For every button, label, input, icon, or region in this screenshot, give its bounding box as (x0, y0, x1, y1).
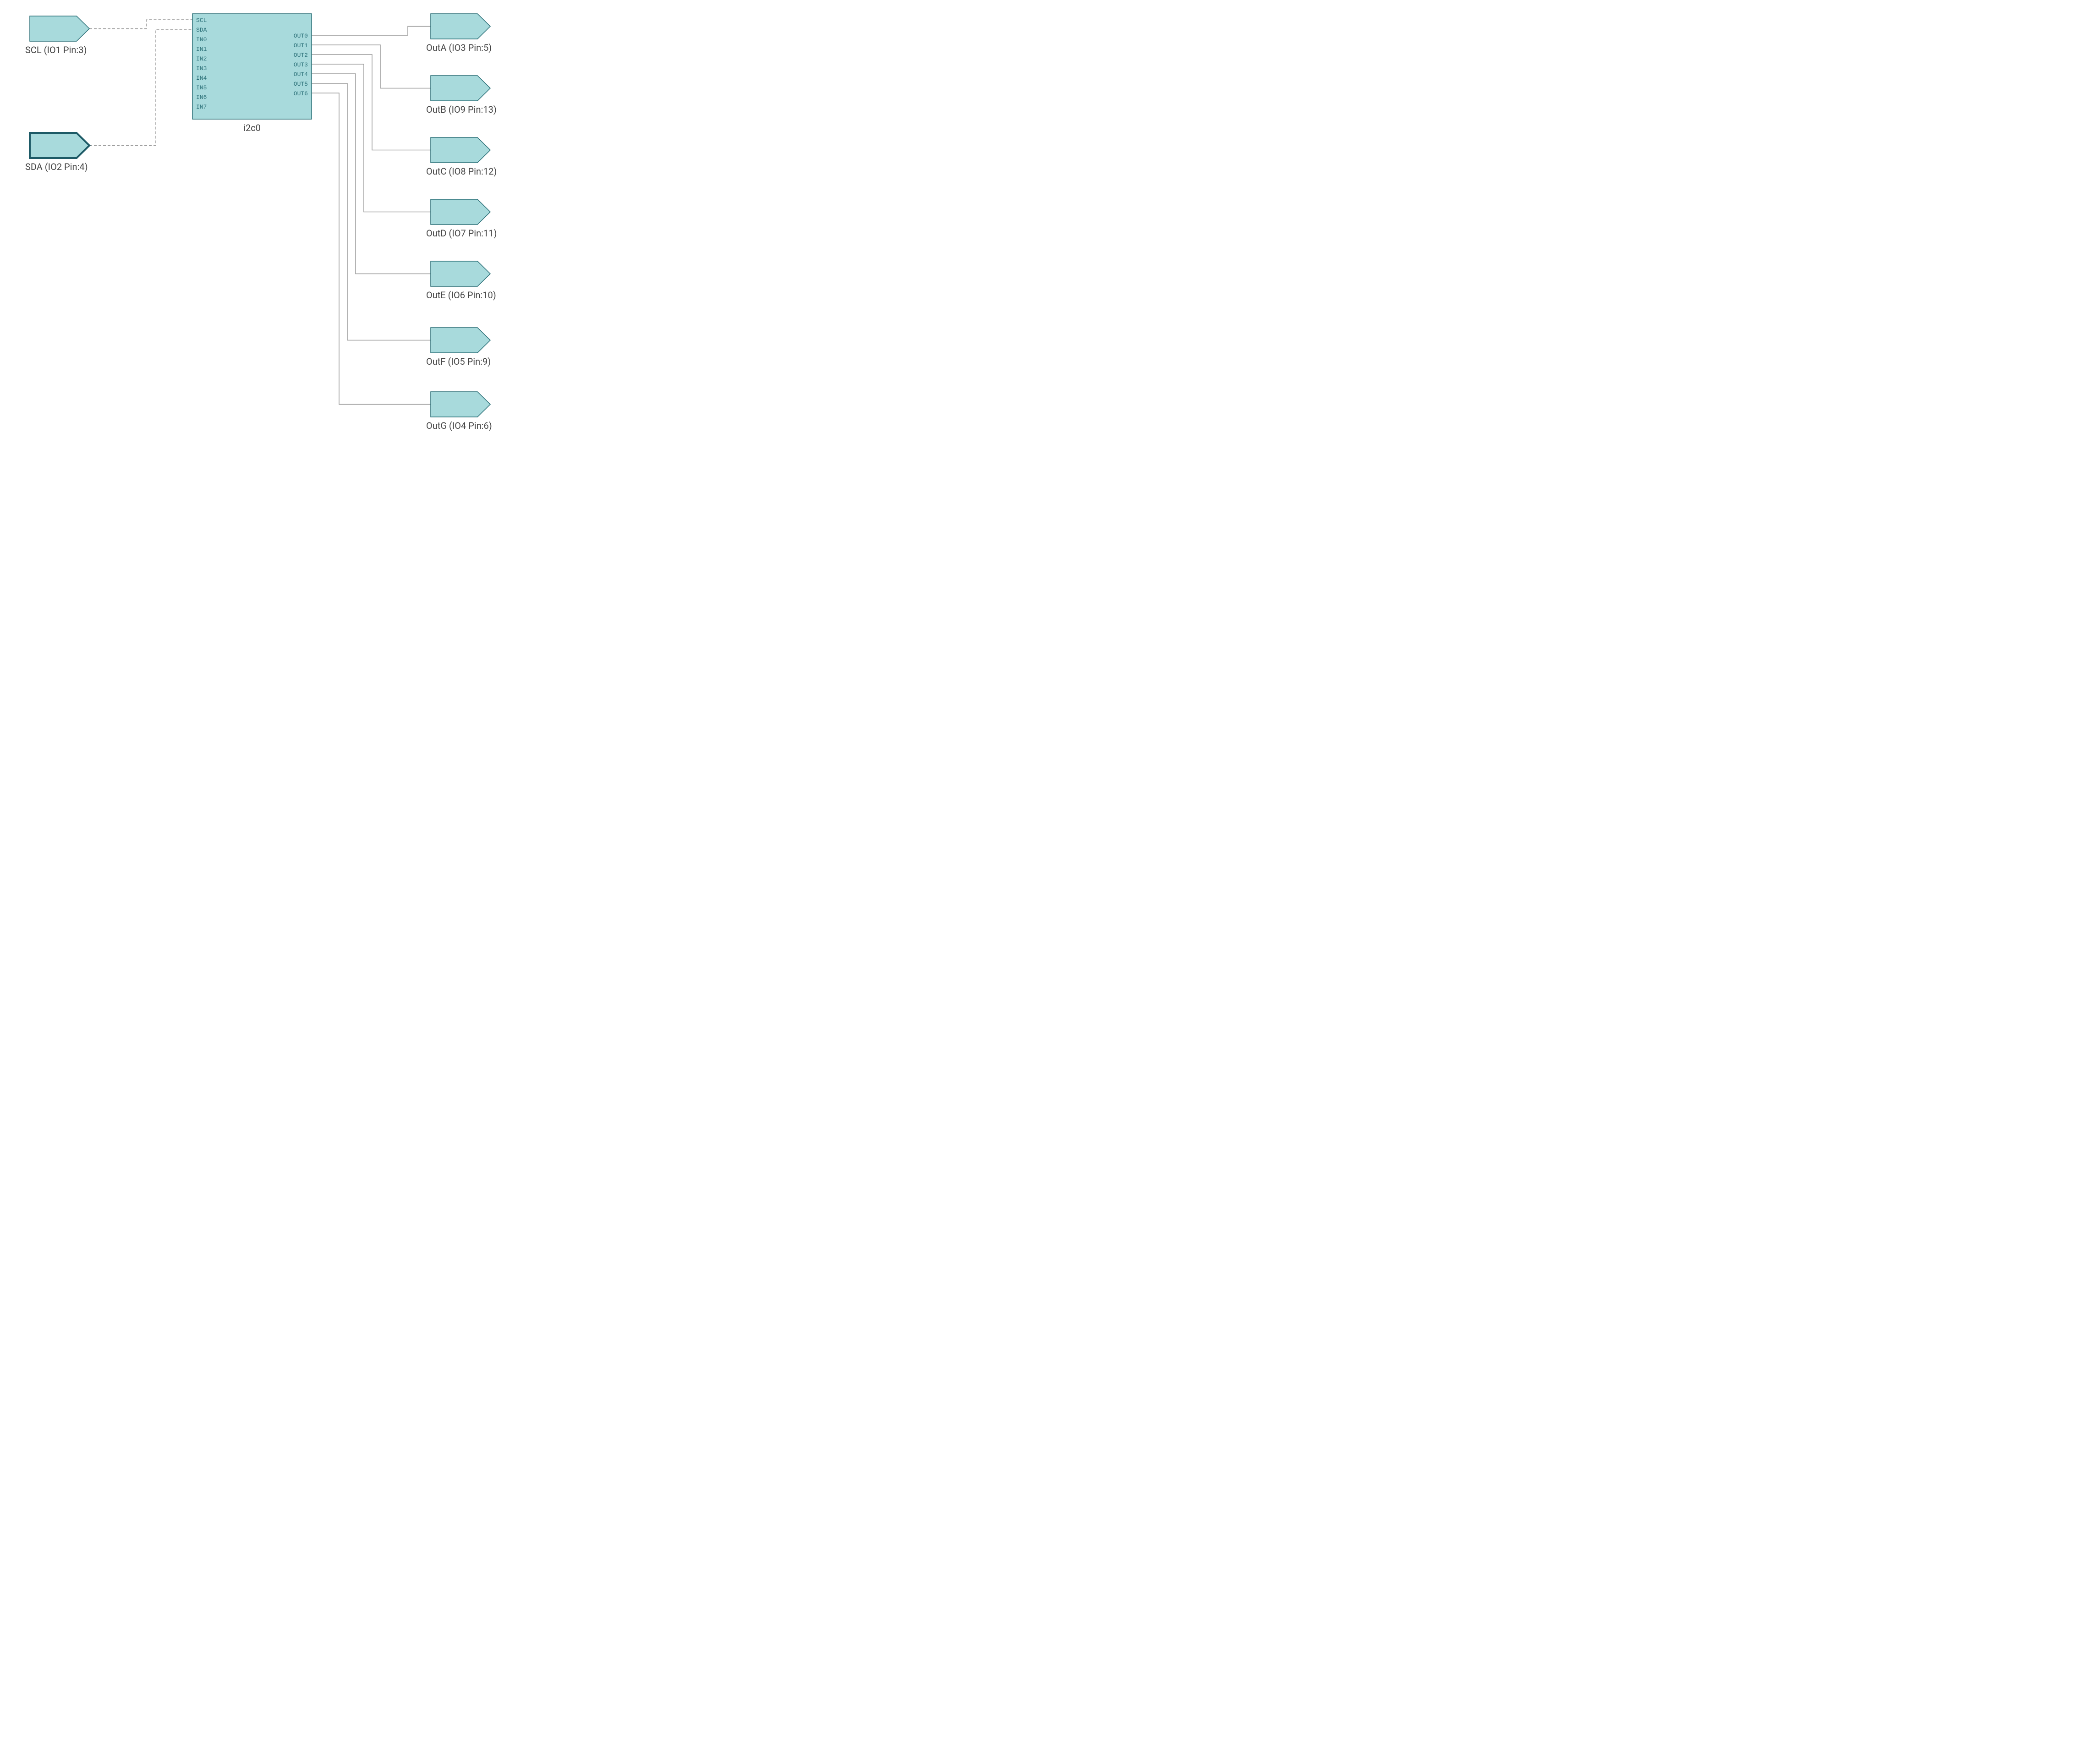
pin-left-in6: IN6 (196, 94, 207, 101)
input-label-sda: SDA (IO2 Pin:4) (25, 161, 88, 172)
output-label-outE: OutE (IO6 Pin:10) (426, 290, 496, 301)
pin-left-in1: IN1 (196, 46, 207, 53)
output-label-outG: OutG (IO4 Pin:6) (426, 420, 492, 431)
output-tag-outE[interactable] (431, 261, 490, 286)
input-tag-scl[interactable] (30, 16, 89, 41)
pin-right-out6: OUT6 (294, 90, 308, 97)
output-label-outC: OutC (IO8 Pin:12) (426, 166, 497, 177)
wire-outG (312, 93, 431, 405)
blocks-layer: SCL SDA IN0 IN1 IN2 IN3 IN4 IN5 IN6 IN7 OUT0 OUT1 OU… (30, 14, 490, 417)
input-label-scl: SCL (IO1 Pin:3) (25, 44, 87, 55)
output-tag-outC[interactable] (431, 137, 490, 163)
wire-outD (312, 64, 431, 212)
output-label-outB: OutB (IO9 Pin:13) (426, 104, 497, 115)
wire-sda (89, 29, 192, 146)
output-label-outF: OutF (IO5 Pin:9) (426, 356, 491, 367)
pin-right-out5: OUT5 (294, 81, 308, 88)
pin-left-in7: IN7 (196, 104, 207, 110)
output-label-outD: OutD (IO7 Pin:11) (426, 228, 497, 239)
output-tag-outD[interactable] (431, 199, 490, 225)
pin-right-out4: OUT4 (294, 71, 308, 78)
output-tag-outF[interactable] (431, 328, 490, 353)
wire-scl (89, 20, 192, 29)
wire-outC (312, 55, 431, 150)
pin-left-sda: SDA (196, 27, 207, 33)
pin-left-in5: IN5 (196, 84, 207, 91)
output-tag-outG[interactable] (431, 392, 490, 417)
pin-left-in3: IN3 (196, 65, 207, 72)
wire-outA (312, 27, 431, 36)
output-tag-outB[interactable] (431, 76, 490, 101)
input-tag-sda[interactable] (30, 133, 89, 158)
pin-left-scl: SCL (196, 17, 207, 24)
pin-right-out0: OUT0 (294, 33, 308, 39)
wire-outE (312, 74, 431, 274)
pin-left-in2: IN2 (196, 55, 207, 62)
output-tag-outA[interactable] (431, 14, 490, 39)
schematic-diagram: SCL SDA IN0 IN1 IN2 IN3 IN4 IN5 IN6 IN7 OUT0 OUT1 OU… (0, 0, 554, 467)
wire-outB (312, 45, 431, 88)
pin-right-out3: OUT3 (294, 61, 308, 68)
pin-right-out2: OUT2 (294, 52, 308, 59)
i2c0-label: i2c0 (243, 122, 261, 133)
output-label-outA: OutA (IO3 Pin:5) (426, 42, 492, 53)
pin-left-in0: IN0 (196, 36, 207, 43)
pin-left-in4: IN4 (196, 75, 207, 82)
pin-right-out1: OUT1 (294, 42, 308, 49)
